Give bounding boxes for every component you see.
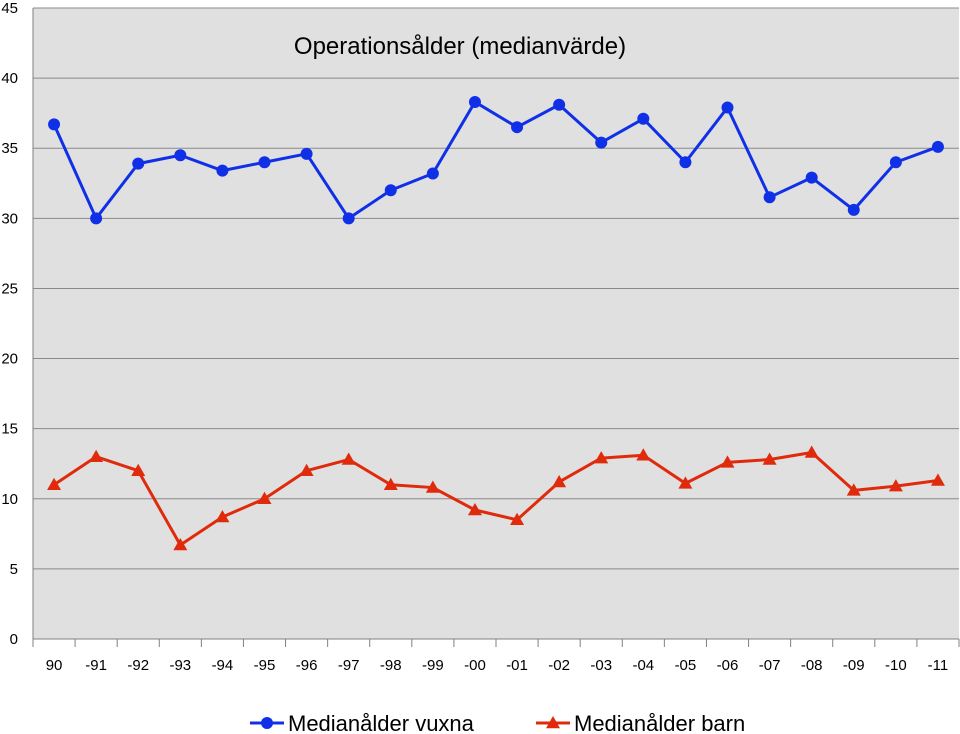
- data-point: [553, 98, 566, 111]
- data-point: [511, 121, 524, 134]
- gridlines: [33, 7, 959, 570]
- y-tick-label: 45: [1, 0, 18, 17]
- data-point: [300, 147, 313, 160]
- x-tick-label: -95: [254, 657, 276, 674]
- data-point: [847, 203, 860, 216]
- x-tick-label: -06: [717, 657, 739, 674]
- data-point: [552, 474, 567, 488]
- x-tick-label: -96: [296, 657, 318, 674]
- y-tick-label: 35: [1, 140, 18, 157]
- data-series: [47, 95, 945, 551]
- data-point: [131, 463, 146, 476]
- x-tick-label: -08: [801, 657, 823, 674]
- data-point: [132, 157, 145, 170]
- y-tick-label: 10: [1, 491, 18, 508]
- data-point: [467, 502, 482, 516]
- data-point: [384, 184, 397, 197]
- x-tick-label: -10: [885, 657, 907, 674]
- x-tick-label: -97: [338, 657, 360, 674]
- chart-title: Operationsålder (medianvärde): [294, 33, 626, 60]
- data-point: [510, 512, 525, 526]
- x-tick-label: -94: [212, 657, 234, 674]
- data-point: [468, 95, 481, 108]
- data-point: [889, 156, 902, 169]
- x-tick-label: -91: [85, 657, 107, 674]
- data-point: [637, 112, 650, 125]
- x-tick-label: -00: [464, 657, 486, 674]
- data-point: [299, 463, 314, 476]
- x-tick-label: -01: [506, 657, 528, 674]
- series-line: [52, 100, 939, 220]
- x-tick-label: -09: [843, 657, 865, 674]
- x-tick-label: -05: [675, 657, 697, 674]
- data-point: [174, 149, 187, 162]
- data-point: [805, 171, 818, 184]
- data-point: [636, 448, 651, 461]
- data-point: [215, 510, 230, 523]
- data-point: [425, 480, 440, 493]
- data-point: [261, 717, 273, 729]
- x-tick-label: -02: [548, 657, 570, 674]
- data-point: [595, 136, 608, 149]
- data-point: [763, 191, 776, 204]
- y-tick-label: 5: [10, 561, 18, 578]
- data-point: [47, 477, 62, 491]
- data-point: [341, 452, 356, 465]
- y-tick-labels: 0 5 10 15 20 25 30 35 40 45: [1, 0, 18, 648]
- data-point: [931, 140, 944, 153]
- data-point: [762, 452, 777, 465]
- legend-label: Medianålder barn: [574, 711, 745, 734]
- y-tick-label: 0: [10, 631, 18, 648]
- y-tick-label: 15: [1, 421, 18, 438]
- x-tick-labels: 90 -91 -92 -93 -94 -95 -96 -97 -98 -99 -00 -01 -02 -0…: [46, 657, 949, 674]
- y-tick-label: 40: [1, 70, 18, 87]
- data-point: [342, 212, 355, 225]
- x-tick-label: -03: [590, 657, 612, 674]
- y-tick-label: 20: [1, 351, 18, 368]
- x-tick-label: -93: [169, 657, 191, 674]
- data-point: [48, 118, 61, 131]
- x-tick-label: -04: [632, 657, 654, 674]
- legend: Medianålder vuxna Medianålder barn: [250, 711, 745, 734]
- x-tick-label: -11: [928, 657, 949, 674]
- data-point: [721, 101, 734, 114]
- data-point: [679, 156, 692, 169]
- data-point: [594, 451, 609, 464]
- y-tick-label: 30: [1, 210, 18, 227]
- data-point: [90, 212, 103, 225]
- data-point: [846, 483, 861, 496]
- data-point: [383, 477, 398, 491]
- data-point: [930, 473, 945, 486]
- data-point: [257, 491, 272, 505]
- x-tick-label: -98: [380, 657, 402, 674]
- y-tick-label: 25: [1, 280, 18, 297]
- axes: [32, 8, 960, 647]
- x-tick-label: -92: [127, 657, 149, 674]
- data-point: [89, 449, 104, 462]
- x-tick-label: -07: [759, 657, 781, 674]
- data-point: [258, 156, 271, 169]
- data-point: [546, 716, 560, 729]
- x-tick-label: 90: [46, 657, 63, 674]
- data-point: [678, 476, 693, 489]
- data-point: [173, 538, 188, 551]
- plot-area: [33, 8, 959, 639]
- data-point: [888, 479, 903, 492]
- data-point: [804, 445, 819, 458]
- data-point: [426, 167, 439, 180]
- x-tick-label: -99: [422, 657, 444, 674]
- series-line: [53, 451, 939, 547]
- data-point: [216, 164, 229, 177]
- data-point: [720, 455, 735, 468]
- legend-label: Medianålder vuxna: [288, 711, 475, 734]
